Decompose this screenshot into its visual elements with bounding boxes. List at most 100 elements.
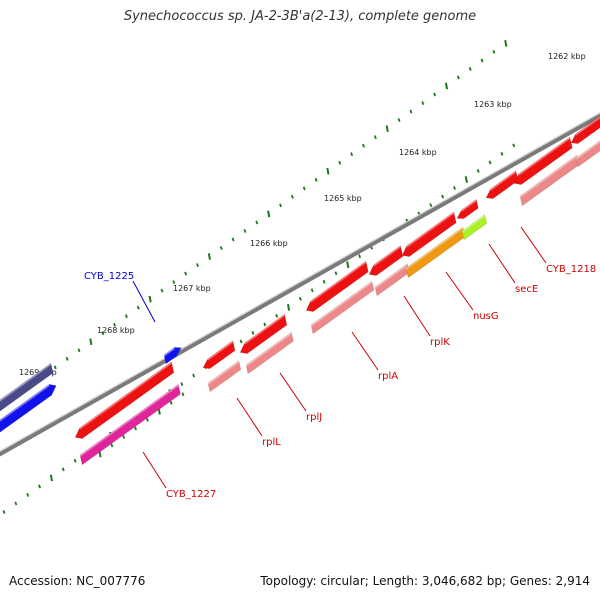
outer-tick xyxy=(148,295,152,303)
cds-nusG-red-shine xyxy=(406,212,455,248)
cds-rplA-pink xyxy=(310,280,375,335)
cds-rplL-red-shine xyxy=(207,341,234,361)
outer-tick xyxy=(65,356,69,361)
cds-rplJ-pink-shine xyxy=(245,332,292,367)
inner-tick xyxy=(134,426,138,431)
cds-edge-pink xyxy=(575,140,600,168)
inner-tick xyxy=(286,303,291,311)
gene-label-nusg: nusG xyxy=(473,311,499,322)
outer-tick xyxy=(113,322,116,327)
kbp-label: 1262 kbp xyxy=(548,52,586,61)
leader-rpla xyxy=(351,331,379,371)
inner-tick xyxy=(512,143,516,148)
inner-tick xyxy=(169,400,173,405)
leader-nusg xyxy=(445,271,474,311)
gene-label-cyb-1218: CYB_1218 xyxy=(546,264,596,275)
gene-label-rplj: rplJ xyxy=(306,412,322,423)
outer-tick xyxy=(456,75,460,80)
inner-tick xyxy=(464,176,468,183)
outer-tick xyxy=(326,167,330,175)
inner-tick xyxy=(14,501,18,506)
inner-tick xyxy=(500,151,504,156)
cds-cyb1225 xyxy=(163,347,182,365)
inner-tick xyxy=(192,373,196,378)
outer-tick xyxy=(409,109,413,114)
outer-tick xyxy=(231,237,235,242)
gene-features xyxy=(0,116,600,466)
gene-label-cyb-1225: CYB_1225 xyxy=(84,271,134,282)
kbp-ticks xyxy=(2,39,516,514)
outer-tick xyxy=(350,152,354,157)
inner-tick xyxy=(488,160,492,165)
inner-tick xyxy=(145,417,149,422)
leader-rplj xyxy=(279,372,307,412)
outer-tick xyxy=(77,348,81,353)
cds-rplA-pink-shine xyxy=(310,281,373,327)
inner-tick xyxy=(251,331,255,335)
kbp-label: 1268 kbp xyxy=(97,326,135,335)
inner-tick xyxy=(180,382,184,387)
cds-rplJ-red xyxy=(239,313,288,354)
outer-tick xyxy=(444,82,449,90)
inner-tick xyxy=(476,169,480,173)
outer-tick xyxy=(136,305,140,310)
outer-tick xyxy=(243,229,247,233)
backbone-line xyxy=(0,113,600,457)
accession-text: Accession: NC_007776 xyxy=(9,574,146,588)
inner-tick xyxy=(263,322,267,327)
inner-tick xyxy=(298,296,302,301)
inner-tick xyxy=(26,493,30,497)
leader-cyb-1218 xyxy=(520,226,547,264)
cds-1218b-red xyxy=(513,136,573,185)
cds-secE-red-shine xyxy=(461,199,477,212)
cds-rplL-pink xyxy=(207,360,242,393)
gene-label-rpla: rplA xyxy=(378,371,398,382)
cds-cyb1227-magenta-shine xyxy=(79,384,179,457)
cds-secE-lime xyxy=(461,214,488,241)
cds-rplK-red-shine xyxy=(373,246,401,267)
outer-tick xyxy=(373,135,377,140)
cds-edge-red xyxy=(570,116,600,144)
inner-tick xyxy=(358,254,362,259)
inner-tick xyxy=(322,279,326,284)
inner-tick xyxy=(38,484,42,489)
gene-label-cyb-1227: CYB_1227 xyxy=(166,489,216,500)
cds-navy-block-shine xyxy=(0,363,52,402)
leader-sece xyxy=(488,243,516,284)
cds-rplA-red xyxy=(305,260,369,312)
cds-edge-red-shine xyxy=(575,116,600,136)
inner-tick xyxy=(122,435,126,439)
outer-tick xyxy=(504,39,508,47)
outer-tick xyxy=(290,194,294,199)
outer-tick xyxy=(160,288,164,293)
outer-tick xyxy=(302,186,306,191)
kbp-label: 1266 kbp xyxy=(250,239,288,248)
kbp-labels: 1262 kbp 1263 kbp 1264 kbp 1265 kbp 1266 kbp… xyxy=(19,52,586,377)
cds-cyb1227-red xyxy=(74,361,175,439)
cds-secE-lime-shine xyxy=(461,215,486,233)
leader-rpll xyxy=(236,397,263,437)
topology-text: Topology: circular; Length: 3,046,682 bp… xyxy=(260,574,590,588)
inner-tick xyxy=(310,288,314,293)
cds-1218a-red-shine xyxy=(490,171,517,191)
outer-tick xyxy=(385,125,389,133)
cds-rplK-pink-shine xyxy=(374,264,408,289)
gene-label-rplk: rplK xyxy=(430,337,450,348)
outer-tick xyxy=(468,67,472,71)
cds-nusG-orange-shine xyxy=(405,227,464,270)
cds-cyb1227-red-shine xyxy=(79,362,172,430)
outer-tick xyxy=(314,177,318,182)
outer-tick xyxy=(53,365,57,370)
map-title: Synechococcus sp. JA-2-3B'a(2-13), compl… xyxy=(123,9,477,24)
outer-tick xyxy=(101,331,105,336)
kbp-label: 1264 kbp xyxy=(399,148,437,157)
inner-tick xyxy=(110,443,114,448)
cds-nusG-red xyxy=(401,211,457,257)
cds-rplJ-red-shine xyxy=(244,314,285,345)
inner-tick xyxy=(334,271,338,276)
outer-tick xyxy=(480,58,484,63)
outer-tick xyxy=(362,143,365,148)
cds-1218-pink-shine xyxy=(519,155,578,198)
cds-1218a-red xyxy=(485,170,519,199)
